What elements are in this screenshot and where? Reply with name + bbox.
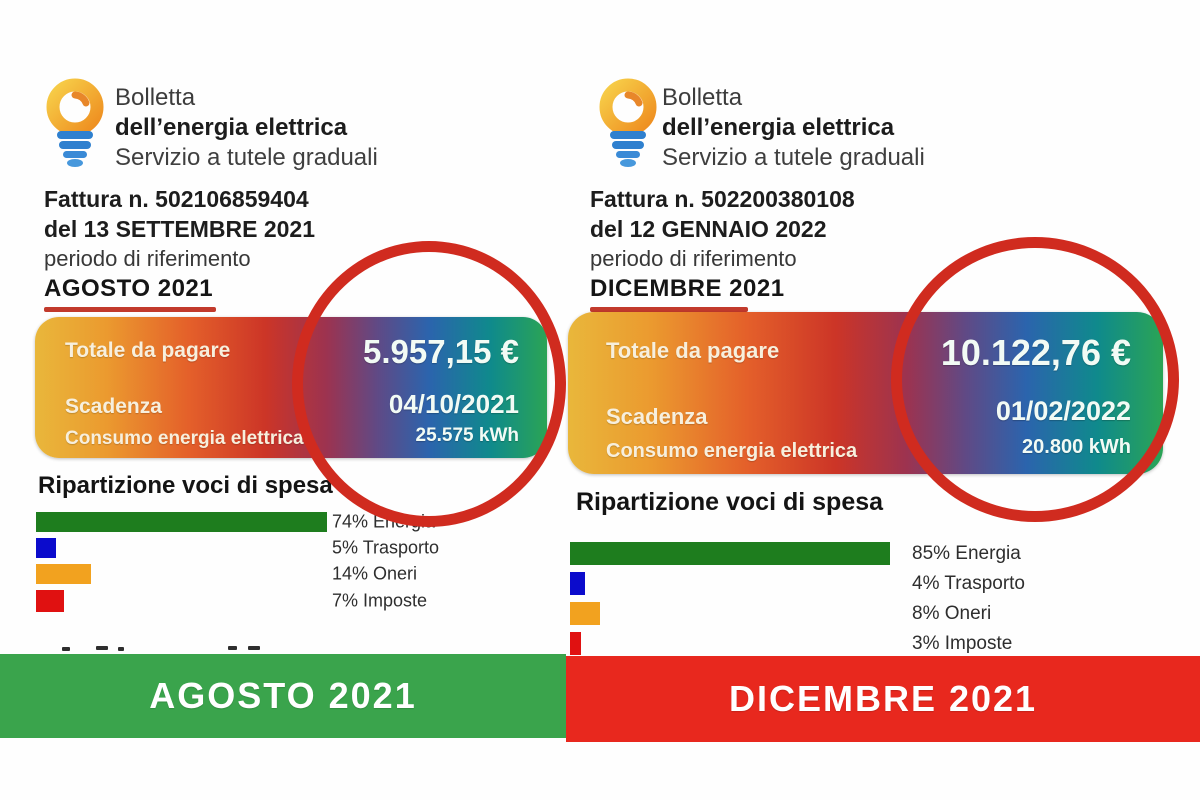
breakdown-bar-energia (570, 542, 890, 565)
breakdown-label: 3% Imposte (912, 632, 1013, 654)
breakdown-label: 14% Oneri (332, 563, 418, 584)
breakdown-row: 5% Trasporto (36, 538, 439, 558)
period-label: periodo di riferimento (44, 246, 251, 271)
lightbulb-logo-icon (46, 78, 104, 167)
breakdown-label: 85% Energia (912, 542, 1021, 564)
month-band-august: AGOSTO 2021 (0, 654, 566, 738)
invoice-block: Fattura n. 502106859404 del 13 SETTEMBRE… (44, 184, 315, 312)
breakdown-bar-imposte (36, 590, 64, 612)
bill-header: Bolletta dell’energia elettrica Servizio… (115, 83, 378, 173)
clipped-text-remnant (248, 646, 260, 650)
breakdown-row: 3% Imposte (570, 632, 1012, 655)
clipped-text-remnant (96, 646, 108, 650)
invoice-date: del 13 SETTEMBRE 2021 (44, 216, 315, 242)
breakdown-bar-oneri (570, 602, 600, 625)
breakdown-bar-trasporto (570, 572, 585, 595)
month-band-december: DICEMBRE 2021 (566, 656, 1200, 742)
breakdown-bar-oneri (36, 564, 91, 584)
breakdown-bar-energia (36, 512, 327, 532)
invoice-block: Fattura n. 502200380108 del 12 GENNAIO 2… (590, 184, 855, 312)
breakdown-row: 7% Imposte (36, 590, 427, 612)
clipped-text-remnant (228, 646, 237, 650)
clipped-text-remnant (62, 647, 70, 651)
due-date-label: Scadenza (606, 404, 708, 429)
breakdown-row: 74% Energia (36, 512, 435, 532)
bill-subtitle: Servizio a tutele graduali (662, 144, 925, 171)
period-value: DICEMBRE 2021 (590, 275, 785, 302)
consumption-label: Consumo energia elettrica (65, 428, 304, 449)
invoice-date: del 12 GENNAIO 2022 (590, 216, 827, 242)
breakdown-row: 85% Energia (570, 542, 1021, 565)
month-band-label: DICEMBRE 2021 (728, 678, 1038, 719)
breakdown-bar-trasporto (36, 538, 56, 558)
breakdown-label: 8% Oneri (912, 602, 992, 624)
clipped-text-remnant (118, 647, 124, 651)
bill-header: Bolletta dell’energia elettrica Servizio… (662, 83, 925, 173)
highlight-circle (891, 237, 1179, 522)
breakdown-bar-imposte (570, 632, 581, 655)
highlight-circle (292, 241, 566, 527)
bill-title-line2: dell’energia elettrica (662, 114, 895, 141)
total-label: Totale da pagare (606, 338, 780, 363)
consumption-label: Consumo energia elettrica (606, 440, 858, 462)
period-underline (590, 307, 748, 312)
invoice-number: Fattura n. 502106859404 (44, 186, 309, 212)
breakdown-chart: 74% Energia 5% Trasporto 14% Oneri 7% Im… (36, 512, 439, 612)
month-band-label: AGOSTO 2021 (149, 675, 417, 716)
bill-title-line2: dell’energia elettrica (115, 114, 348, 141)
breakdown-title: Ripartizione voci di spesa (576, 488, 884, 516)
breakdown-row: 14% Oneri (36, 564, 417, 584)
breakdown-label: 4% Trasporto (912, 572, 1025, 594)
due-date-label: Scadenza (65, 395, 162, 418)
period-underline (44, 307, 216, 312)
period-value: AGOSTO 2021 (44, 275, 214, 302)
bill-title-line1: Bolletta (115, 84, 196, 111)
breakdown-label: 5% Trasporto (332, 537, 440, 558)
breakdown-row: 8% Oneri (570, 602, 991, 625)
breakdown-chart: 85% Energia 4% Trasporto 8% Oneri 3% Imp… (570, 542, 1025, 655)
bill-subtitle: Servizio a tutele graduali (115, 144, 378, 171)
total-label: Totale da pagare (65, 339, 231, 362)
period-label: periodo di riferimento (590, 246, 797, 271)
breakdown-row: 4% Trasporto (570, 572, 1025, 595)
bill-title-line1: Bolletta (662, 84, 743, 111)
breakdown-label: 7% Imposte (332, 590, 428, 611)
breakdown-title: Ripartizione voci di spesa (38, 472, 333, 499)
invoice-number: Fattura n. 502200380108 (590, 186, 855, 212)
lightbulb-logo-icon (599, 78, 657, 167)
